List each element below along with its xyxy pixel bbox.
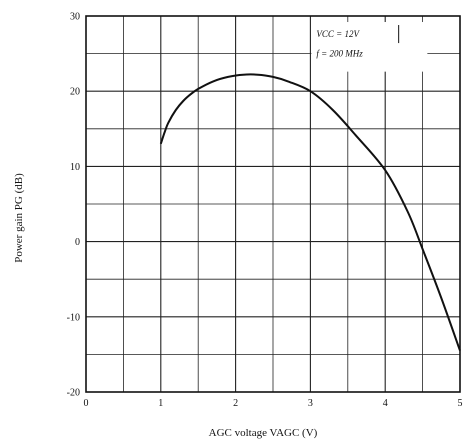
y-axis-title: Power gain PG (dB) [13,173,25,263]
plot-frame [85,15,461,393]
annotation-background [311,22,428,72]
annotation-frequency: f = 200 MHz [316,49,363,59]
grid [86,16,460,392]
y-tick-label: 30 [70,12,80,23]
tick-labels: 0 1 2 3 4 5 -20 -10 0 10 20 30 [67,12,463,410]
condition-annotation: VCC = 12V f = 200 MHz [311,22,428,72]
x-tick-label: 5 [458,398,463,409]
x-tick-label: 1 [158,398,163,409]
annotation-vcc: VCC = 12V [316,29,360,39]
y-tick-label: 20 [70,87,80,98]
x-tick-label: 0 [84,398,89,409]
y-tick-label: 0 [75,237,80,248]
y-tick-label: 10 [70,162,80,173]
y-tick-label: -20 [67,388,80,399]
x-axis-title: AGC voltage VAGC (V) [209,427,318,439]
x-tick-label: 3 [308,398,313,409]
y-tick-label: -10 [67,312,80,323]
x-tick-label: 4 [383,398,388,409]
x-tick-label: 2 [233,398,238,409]
power-gain-curve [159,73,461,351]
